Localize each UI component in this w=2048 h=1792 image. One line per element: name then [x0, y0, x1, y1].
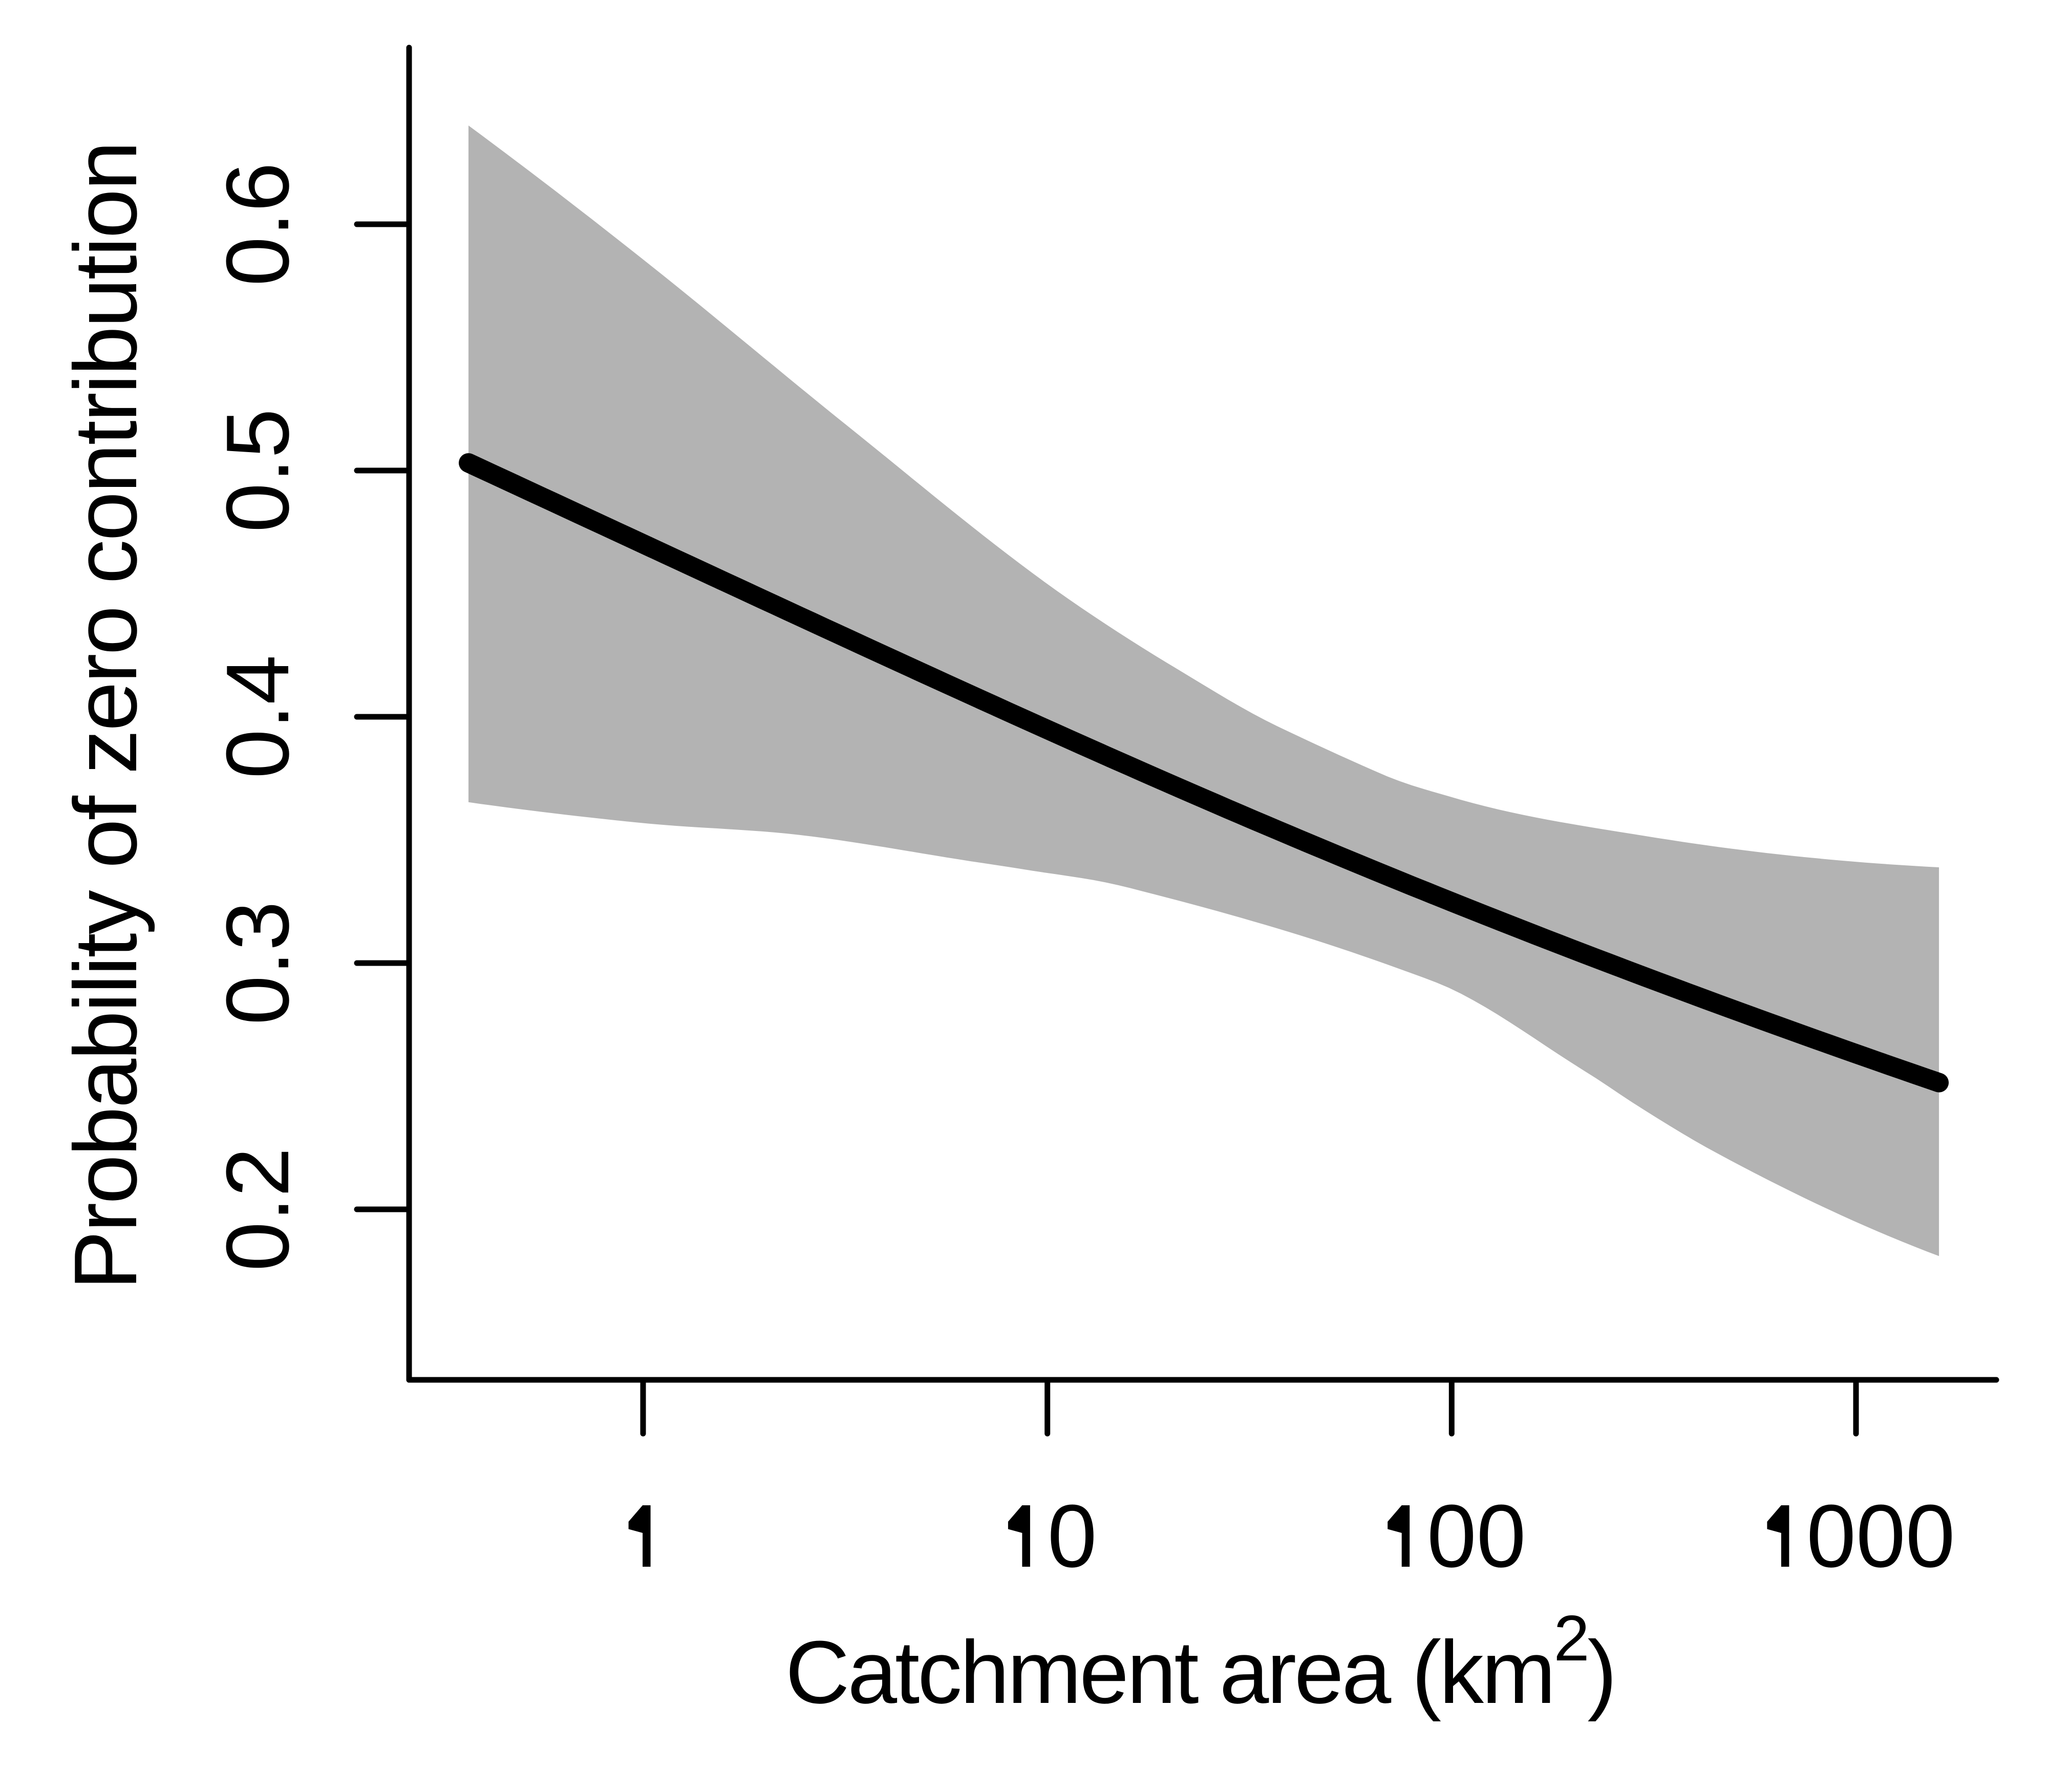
svg-text:Catchment area (km2): Catchment area (km2)	[785, 1602, 1615, 1722]
svg-text:0: 0	[1048, 1486, 1097, 1586]
svg-text:0.5: 0.5	[207, 409, 307, 532]
svg-text:00: 00	[1427, 1486, 1526, 1586]
svg-text:0.6: 0.6	[207, 162, 307, 286]
svg-text:0.2: 0.2	[207, 1147, 307, 1271]
svg-text:0.3: 0.3	[207, 901, 307, 1025]
svg-text:0.4: 0.4	[207, 655, 307, 779]
svg-text:000: 000	[1806, 1486, 1955, 1586]
svg-text:Probability of zero contributi: Probability of zero contribution	[55, 142, 155, 1290]
